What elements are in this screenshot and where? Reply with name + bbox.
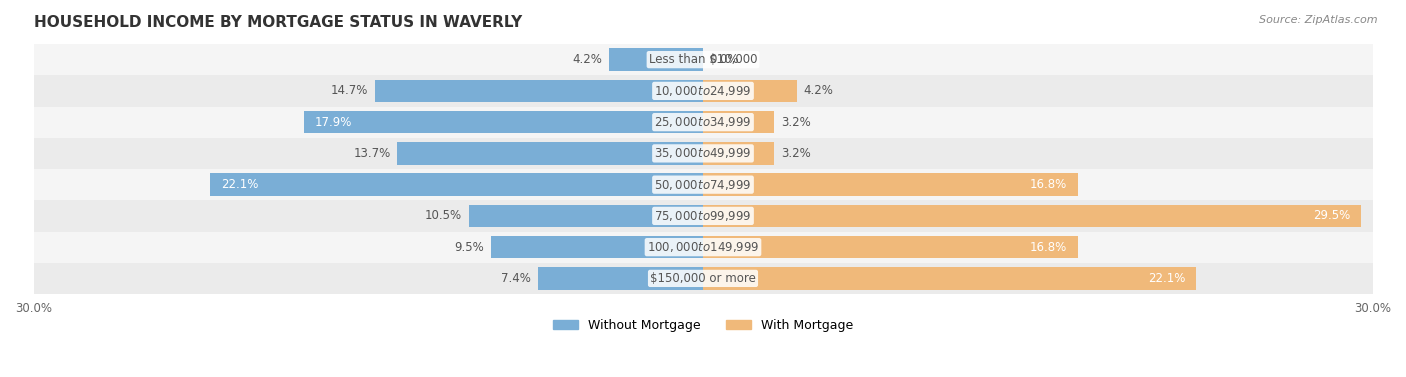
Bar [34, 231, 1372, 263]
Text: $150,000 or more: $150,000 or more [650, 272, 756, 285]
Text: 4.2%: 4.2% [572, 53, 603, 66]
Bar [34, 44, 1372, 75]
Text: 16.8%: 16.8% [1029, 241, 1067, 254]
Bar [34, 200, 1372, 231]
Bar [34, 263, 1372, 294]
Text: 17.9%: 17.9% [315, 116, 352, 129]
Bar [491, 236, 703, 258]
Bar [703, 80, 797, 102]
Bar [703, 267, 1197, 290]
Text: $35,000 to $49,999: $35,000 to $49,999 [654, 146, 752, 160]
Text: 4.2%: 4.2% [803, 84, 834, 97]
Text: 16.8%: 16.8% [1029, 178, 1067, 191]
Bar [375, 80, 703, 102]
Text: $75,000 to $99,999: $75,000 to $99,999 [654, 209, 752, 223]
Bar [398, 142, 703, 165]
Text: $100,000 to $149,999: $100,000 to $149,999 [647, 240, 759, 254]
Text: 22.1%: 22.1% [221, 178, 259, 191]
Bar [609, 48, 703, 71]
Text: 3.2%: 3.2% [782, 116, 811, 129]
Bar [34, 138, 1372, 169]
Text: $50,000 to $74,999: $50,000 to $74,999 [654, 178, 752, 192]
Bar [34, 107, 1372, 138]
Text: 22.1%: 22.1% [1147, 272, 1185, 285]
Text: 10.5%: 10.5% [425, 209, 463, 222]
Text: 13.7%: 13.7% [353, 147, 391, 160]
Bar [703, 236, 1078, 258]
Text: 7.4%: 7.4% [502, 272, 531, 285]
Text: HOUSEHOLD INCOME BY MORTGAGE STATUS IN WAVERLY: HOUSEHOLD INCOME BY MORTGAGE STATUS IN W… [34, 15, 522, 30]
Bar [468, 205, 703, 227]
Bar [34, 169, 1372, 200]
Text: Less than $10,000: Less than $10,000 [648, 53, 758, 66]
Text: 9.5%: 9.5% [454, 241, 484, 254]
Text: 29.5%: 29.5% [1313, 209, 1350, 222]
Text: $25,000 to $34,999: $25,000 to $34,999 [654, 115, 752, 129]
Bar [703, 111, 775, 133]
Text: $10,000 to $24,999: $10,000 to $24,999 [654, 84, 752, 98]
Text: Source: ZipAtlas.com: Source: ZipAtlas.com [1260, 15, 1378, 25]
Text: 14.7%: 14.7% [330, 84, 368, 97]
Bar [703, 173, 1078, 196]
Bar [703, 142, 775, 165]
Legend: Without Mortgage, With Mortgage: Without Mortgage, With Mortgage [548, 314, 858, 337]
Text: 3.2%: 3.2% [782, 147, 811, 160]
Bar [703, 205, 1361, 227]
Bar [304, 111, 703, 133]
Bar [538, 267, 703, 290]
Bar [34, 75, 1372, 107]
Text: 0.0%: 0.0% [710, 53, 740, 66]
Bar [209, 173, 703, 196]
